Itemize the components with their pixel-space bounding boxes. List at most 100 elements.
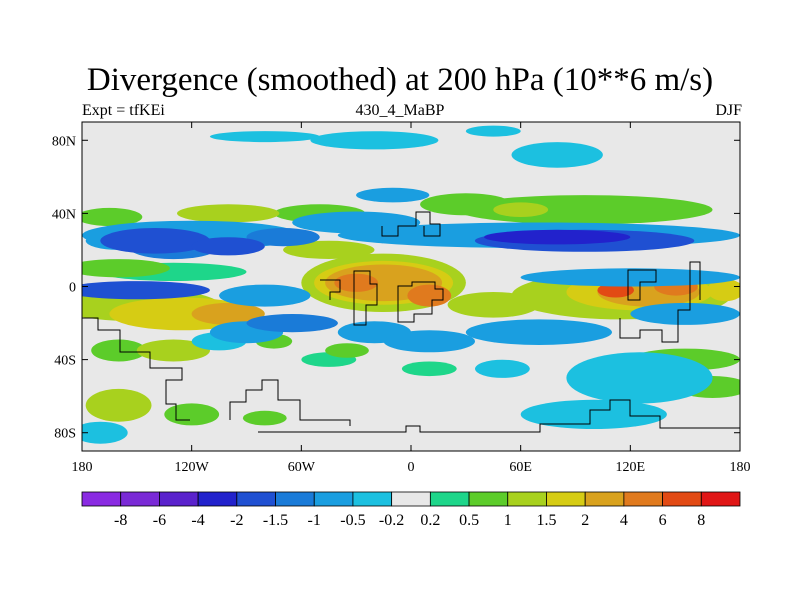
colorbar-swatch — [197, 491, 238, 507]
field-region — [484, 229, 631, 245]
colorbar-swatch — [468, 491, 509, 507]
colorbar-label: 4 — [620, 512, 628, 529]
x-tick-label: 0 — [408, 460, 415, 475]
coastline-antarctica — [258, 399, 740, 433]
run-label: 430_4_MaBP — [355, 102, 445, 119]
field-region — [325, 343, 369, 358]
field-region — [597, 282, 634, 298]
colorbar-label: -0.2 — [379, 512, 404, 529]
field-region — [191, 237, 265, 256]
colorbar-swatch — [120, 491, 160, 507]
coastline-mediterranean — [381, 211, 441, 237]
colorbar-label: 0.5 — [459, 512, 479, 529]
field-region — [520, 268, 740, 287]
field-region — [383, 330, 475, 353]
coastline-africa — [397, 281, 444, 323]
field-region — [82, 281, 210, 300]
field-region — [219, 284, 311, 307]
colorbar-swatch — [507, 491, 547, 507]
field-region — [401, 361, 457, 377]
y-tick-label: 40S — [54, 354, 76, 369]
field-region — [82, 207, 143, 227]
field-region — [465, 125, 521, 137]
field-region — [707, 279, 740, 302]
field-region — [164, 403, 220, 426]
field-region — [520, 399, 667, 429]
coastline-australia — [619, 261, 701, 343]
season-label: DJF — [715, 102, 742, 119]
colorbar-swatch — [352, 491, 393, 507]
coastline-south-america — [353, 270, 378, 326]
field-region — [177, 204, 280, 223]
colorbar-label: -4 — [191, 512, 204, 529]
colorbar: -8 -6 -4 -2 -1.5 -1 -0.5 -0.2 0.2 0.5 1 1.5 2 4 6 8 — [81, 491, 741, 529]
colorbar-label: 1 — [504, 512, 512, 529]
colorbar-swatch — [700, 491, 741, 507]
field-region — [493, 202, 549, 217]
field-region — [242, 410, 287, 426]
coastline-antarctic-peninsula — [229, 379, 351, 426]
field-region — [100, 228, 210, 254]
axes-ticks: 180 120W 60W 0 60E 120E 180 80N 40N 0 40S 80S — [52, 122, 751, 475]
field-region — [82, 259, 170, 278]
colorbar-label: -8 — [114, 512, 127, 529]
colorbar-label: 0.2 — [420, 512, 440, 529]
field-region — [475, 359, 530, 378]
field-region — [209, 131, 320, 143]
colorbar-swatch — [313, 491, 354, 507]
colorbar-label: 8 — [697, 512, 705, 529]
colorbar-swatch — [159, 491, 199, 507]
field-region — [356, 187, 430, 203]
chart-title: Divergence (smoothed) at 200 hPa (10**6 … — [86, 62, 714, 98]
x-tick-label: 120E — [616, 460, 646, 475]
colorbar-label: -6 — [153, 512, 166, 529]
field-region — [136, 339, 210, 362]
colorbar-swatch — [662, 491, 702, 507]
x-tick-label: 60W — [288, 460, 316, 475]
colorbar-swatch — [236, 491, 276, 507]
field-region — [511, 142, 603, 168]
coastline-maritime-continent — [627, 269, 657, 301]
field-region — [246, 228, 320, 247]
y-tick-label: 0 — [69, 281, 76, 296]
field-region — [82, 421, 128, 444]
colorbar-swatch — [275, 491, 315, 507]
field-region — [85, 388, 152, 422]
x-tick-label: 180 — [730, 460, 751, 475]
coastline-north-africa — [320, 279, 341, 300]
colorbar-swatch — [81, 491, 122, 507]
field-region — [310, 131, 439, 150]
field-region — [283, 240, 375, 259]
colorbar-label: 6 — [659, 512, 667, 529]
colorbar-label: -0.5 — [340, 512, 365, 529]
colorbar-swatch — [623, 491, 663, 507]
field-region — [191, 302, 265, 325]
colorbar-label: 1.5 — [537, 512, 557, 529]
colorbar-label: -1.5 — [263, 512, 288, 529]
field-region — [407, 284, 452, 307]
field-region — [630, 302, 740, 325]
field-region — [246, 314, 338, 333]
colorbar-label: -2 — [230, 512, 243, 529]
experiment-label: Expt = tfKEi — [82, 102, 165, 119]
x-tick-label: 120W — [175, 460, 210, 475]
field-region — [91, 339, 146, 362]
colorbar-swatch — [546, 491, 586, 507]
field-region — [420, 193, 512, 216]
divergence-field — [82, 125, 740, 444]
colorbar-label: 2 — [581, 512, 589, 529]
y-tick-label: 80S — [54, 427, 76, 442]
coastline-outline — [82, 211, 740, 433]
colorbar-swatch — [584, 491, 625, 507]
colorbar-label: -1 — [308, 512, 321, 529]
colorbar-swatch — [391, 491, 431, 507]
x-tick-label: 60E — [509, 460, 532, 475]
field-region — [334, 273, 379, 292]
y-tick-label: 40N — [52, 207, 76, 222]
y-tick-label: 80N — [52, 134, 76, 149]
colorbar-swatch — [429, 491, 470, 507]
coastline-southern-tip-americas — [82, 317, 190, 421]
field-region — [566, 352, 713, 404]
field-region — [465, 319, 612, 346]
